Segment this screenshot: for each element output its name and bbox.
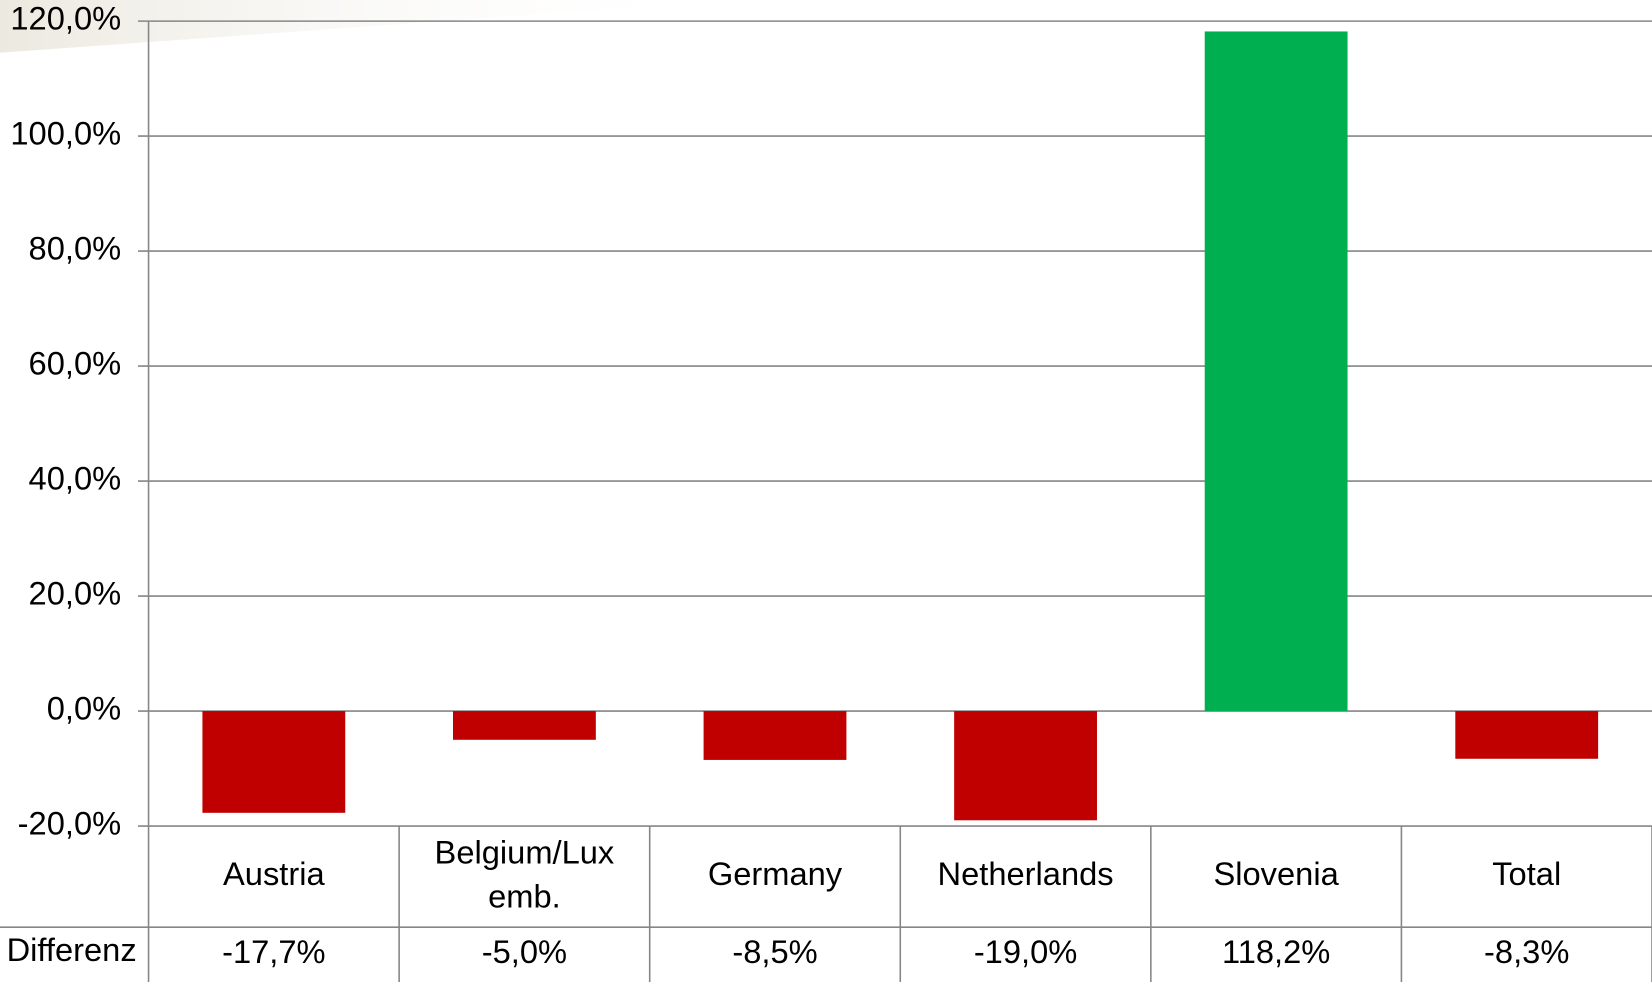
bar xyxy=(954,711,1097,821)
y-tick-label: 20,0% xyxy=(29,575,122,612)
y-tick-label: 40,0% xyxy=(29,460,122,497)
y-tick-label: 60,0% xyxy=(29,345,122,382)
data-label: 118,2% xyxy=(1222,933,1330,970)
y-tick-label: 80,0% xyxy=(29,230,122,267)
bar xyxy=(703,711,847,760)
x-tick-label: Netherlands xyxy=(938,855,1114,892)
x-tick-label: Germany xyxy=(708,855,843,892)
bar xyxy=(1204,31,1348,712)
data-label: -5,0% xyxy=(482,933,567,970)
bar xyxy=(202,711,346,813)
y-tick-label: 120,0% xyxy=(10,0,121,37)
legend-label: Differenz xyxy=(7,931,137,968)
data-label: -8,3% xyxy=(1484,933,1569,970)
data-label: -8,5% xyxy=(732,933,817,970)
bar xyxy=(1455,711,1599,759)
x-tick-label: Belgium/Lux emb. xyxy=(435,833,615,914)
data-label: -17,7% xyxy=(222,933,325,970)
x-tick-label: Austria xyxy=(223,855,325,892)
data-label: -19,0% xyxy=(974,933,1077,970)
bar xyxy=(453,711,596,740)
x-tick-label: Slovenia xyxy=(1213,855,1339,892)
x-tick-label: Total xyxy=(1492,855,1561,892)
background-decoration xyxy=(0,0,738,53)
y-tick-label: 0,0% xyxy=(47,690,121,727)
y-tick-label: 100,0% xyxy=(10,115,121,152)
y-tick-label: -20,0% xyxy=(18,805,121,842)
